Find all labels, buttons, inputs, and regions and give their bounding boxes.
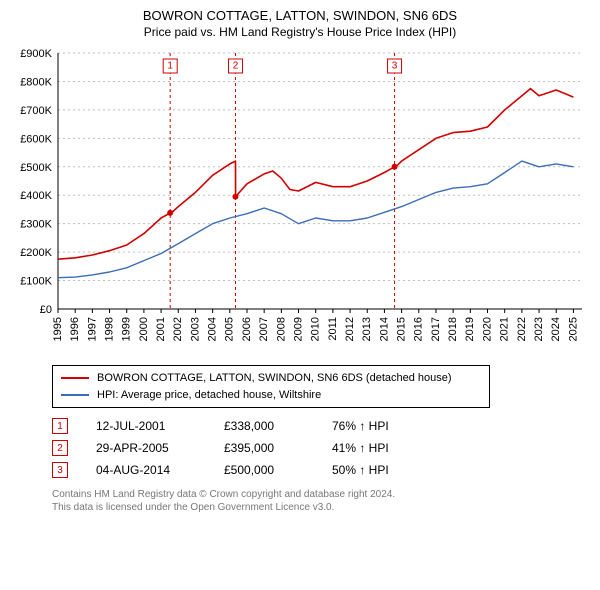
svg-text:2022: 2022 [516,317,528,341]
svg-text:£200K: £200K [20,247,52,259]
chart-subtitle: Price paid vs. HM Land Registry's House … [10,25,590,39]
svg-text:2021: 2021 [499,317,511,341]
sale-row: 1 12-JUL-2001 £338,000 76% ↑ HPI [52,418,590,434]
svg-text:2002: 2002 [172,317,184,341]
svg-text:2005: 2005 [224,317,236,341]
sale-row: 2 29-APR-2005 £395,000 41% ↑ HPI [52,440,590,456]
svg-text:1995: 1995 [52,317,64,341]
sales-list: 1 12-JUL-2001 £338,000 76% ↑ HPI 2 29-AP… [52,418,590,478]
chart-container: BOWRON COTTAGE, LATTON, SWINDON, SN6 6DS… [0,0,600,522]
svg-text:2019: 2019 [464,317,476,341]
svg-text:2012: 2012 [344,317,356,341]
sale-diff: 41% ↑ HPI [332,441,389,455]
footer-line: Contains HM Land Registry data © Crown c… [52,488,590,501]
sale-marker-icon: 1 [52,418,68,434]
svg-text:£600K: £600K [20,133,52,145]
chart-title: BOWRON COTTAGE, LATTON, SWINDON, SN6 6DS [10,8,590,23]
svg-text:2016: 2016 [413,317,425,341]
svg-text:£400K: £400K [20,190,52,202]
sale-diff: 76% ↑ HPI [332,419,389,433]
legend-swatch-property [61,377,89,379]
sale-date: 12-JUL-2001 [96,419,196,433]
svg-text:2017: 2017 [430,317,442,341]
sale-price: £500,000 [224,463,304,477]
svg-text:£800K: £800K [20,76,52,88]
svg-text:1998: 1998 [103,317,115,341]
sale-diff: 50% ↑ HPI [332,463,389,477]
sale-marker-icon: 2 [52,440,68,456]
svg-text:1: 1 [167,61,173,72]
svg-text:2023: 2023 [533,317,545,341]
legend-item-property: BOWRON COTTAGE, LATTON, SWINDON, SN6 6DS… [61,370,481,387]
svg-text:2003: 2003 [189,317,201,341]
svg-text:2015: 2015 [396,317,408,341]
svg-text:£300K: £300K [20,219,52,231]
svg-text:2013: 2013 [361,317,373,341]
svg-text:1997: 1997 [86,317,98,341]
legend-item-hpi: HPI: Average price, detached house, Wilt… [61,387,481,404]
sale-price: £395,000 [224,441,304,455]
svg-text:2007: 2007 [258,317,270,341]
sale-marker-icon: 3 [52,462,68,478]
svg-text:2004: 2004 [207,317,219,341]
svg-text:2000: 2000 [138,317,150,341]
svg-text:2020: 2020 [481,317,493,341]
legend-label-hpi: HPI: Average price, detached house, Wilt… [97,387,321,404]
line-chart-svg: £0 £100K £200K £300K £400K £500K £600K £700K £80… [10,47,590,357]
svg-text:1999: 1999 [121,317,133,341]
svg-text:£0: £0 [40,304,52,316]
legend-box: BOWRON COTTAGE, LATTON, SWINDON, SN6 6DS… [52,365,490,408]
svg-text:£900K: £900K [20,48,52,60]
svg-text:2024: 2024 [550,317,562,341]
svg-text:2006: 2006 [241,317,253,341]
legend-label-property: BOWRON COTTAGE, LATTON, SWINDON, SN6 6DS… [97,370,452,387]
svg-text:2010: 2010 [310,317,322,341]
svg-text:2018: 2018 [447,317,459,341]
sale-date: 29-APR-2005 [96,441,196,455]
footer-line: This data is licensed under the Open Gov… [52,501,590,514]
svg-text:2011: 2011 [327,317,339,341]
svg-text:£500K: £500K [20,162,52,174]
svg-text:2009: 2009 [292,317,304,341]
svg-text:2: 2 [233,61,239,72]
svg-text:2001: 2001 [155,317,167,341]
svg-text:1996: 1996 [69,317,81,341]
svg-text:2025: 2025 [567,317,579,341]
footer-attribution: Contains HM Land Registry data © Crown c… [52,488,590,514]
legend-swatch-hpi [61,394,89,396]
svg-text:£700K: £700K [20,105,52,117]
svg-text:3: 3 [392,61,398,72]
svg-text:2008: 2008 [275,317,287,341]
sale-row: 3 04-AUG-2014 £500,000 50% ↑ HPI [52,462,590,478]
chart-area: £0 £100K £200K £300K £400K £500K £600K £700K £80… [10,47,590,357]
sale-date: 04-AUG-2014 [96,463,196,477]
svg-text:2014: 2014 [378,317,390,341]
svg-text:£100K: £100K [20,276,52,288]
sale-price: £338,000 [224,419,304,433]
